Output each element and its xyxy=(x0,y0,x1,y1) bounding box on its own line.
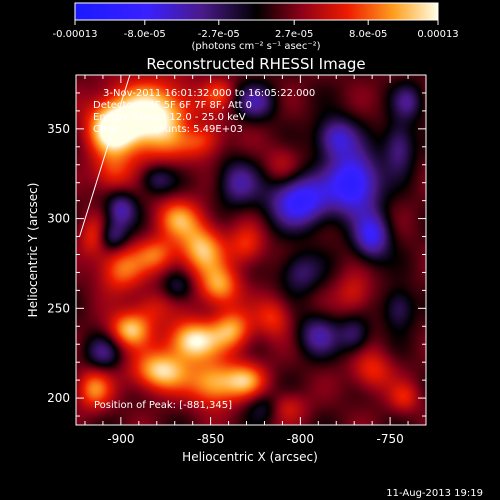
x-tick-label: -800 xyxy=(287,432,314,446)
colorbar-tick-label: -0.00013 xyxy=(53,29,98,40)
colorbar-tick-label: 8.0e-05 xyxy=(349,29,387,40)
y-axis-label: Heliocentric Y (arcsec) xyxy=(26,183,40,318)
annotation-energy: Energy Range: 12.0 - 25.0 keV xyxy=(93,112,246,123)
annotation-peak: Position of Peak: [-881,345] xyxy=(94,400,232,411)
annotation-detectors: Detectors: 4F 5F 6F 7F 8F, Att 0 xyxy=(93,100,252,111)
footer-date: 11-Aug-2013 19:19 xyxy=(386,488,483,499)
plot-frame xyxy=(75,74,427,426)
y-tick-label: 350 xyxy=(47,122,70,136)
y-tick-label: 200 xyxy=(47,391,70,405)
colorbar-tick-label: -2.7e-05 xyxy=(198,29,240,40)
y-tick-label: 300 xyxy=(47,212,70,226)
heatmap-container xyxy=(76,75,426,425)
chart-title: Reconstructed RHESSI Image xyxy=(146,55,365,73)
colorbar-tick-label: -8.0e-05 xyxy=(124,29,166,40)
colorbar-tick-label: 2.7e-05 xyxy=(275,29,313,40)
annotation-time-range: 3-Nov-2011 16:01:32.000 to 16:05:22.000 xyxy=(103,88,315,99)
x-tick-label: -900 xyxy=(107,432,134,446)
plot-area: -900 -850 -800 -750 200 250 300 350 xyxy=(47,74,427,446)
x-axis-label: Heliocentric X (arcsec) xyxy=(182,450,318,464)
annotation-block: 3-Nov-2011 16:01:32.000 to 16:05:22.000 … xyxy=(93,88,315,411)
colorbar-units-label: (photons cm⁻² s⁻¹ asec⁻²) xyxy=(191,41,320,52)
limb-line xyxy=(79,74,131,237)
annotation-clean: Clean counts: 5.49E+03 xyxy=(93,124,243,135)
colorbar-ticks: -0.00013 -8.0e-05 -2.7e-05 2.7e-05 8.0e-05 0.… xyxy=(53,20,459,40)
colorbar: -0.00013 -8.0e-05 -2.7e-05 2.7e-05 8.0e-05 0.… xyxy=(53,2,459,52)
axis-ticks: -900 -850 -800 -750 200 250 300 350 xyxy=(47,75,426,446)
colorbar-gradient xyxy=(74,2,439,21)
heatmap-image xyxy=(76,75,426,425)
x-tick-label: -850 xyxy=(197,432,224,446)
colorbar-tick-label: 0.00013 xyxy=(417,29,458,40)
y-tick-label: 250 xyxy=(47,301,70,315)
x-tick-label: -750 xyxy=(376,432,403,446)
